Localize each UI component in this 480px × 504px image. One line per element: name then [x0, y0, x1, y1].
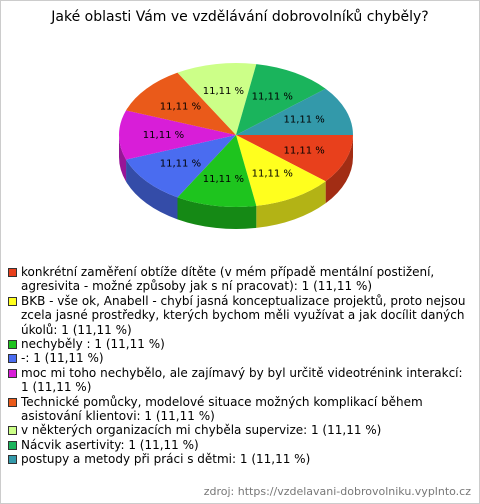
legend-swatch — [8, 296, 17, 306]
legend-swatch — [8, 354, 17, 364]
legend-label: postupy a metody při práci s dětmi: 1 (1… — [21, 452, 311, 467]
value-label: 11,11 % — [284, 115, 325, 126]
legend-item: BKB - vše ok, Anabell - chybí jasná konc… — [8, 294, 470, 337]
legend-item: v některých organizacích mi chyběla supe… — [8, 423, 470, 437]
value-label: 11,11 % — [143, 130, 184, 141]
pie-area: 11,11 %11,11 %11,11 %11,11 %11,11 %11,11… — [119, 63, 353, 230]
slice — [126, 72, 236, 135]
slice-side — [177, 197, 257, 230]
legend-item: konkrétní zaměření obtíže dítěte (v mém … — [8, 265, 470, 294]
slice — [236, 88, 353, 135]
slice-side — [256, 181, 326, 228]
value-label: 11,11 % — [203, 174, 244, 185]
legend-swatch — [8, 340, 17, 350]
legend-label: konkrétní zaměření obtíže dítěte (v mém … — [21, 265, 435, 294]
slice — [236, 135, 353, 182]
slice — [126, 135, 236, 198]
value-label: 11,11 % — [252, 91, 293, 102]
slice-side — [126, 159, 178, 220]
slice — [236, 64, 326, 135]
legend-item: Nácvik asertivity: 1 (11,11 %) — [8, 438, 470, 452]
legend-item: nechyběly : 1 (11,11 %) — [8, 337, 470, 351]
chart-title: Jaké oblasti Vám ve vzdělávání dobrovoln… — [51, 9, 429, 25]
legend-item: Technické pomůcky, modelové situace možn… — [8, 395, 470, 424]
legend-item: -: 1 (11,11 %) — [8, 351, 470, 365]
legend-label: moc mi toho nechybělo, ale zajímavý by b… — [21, 365, 463, 395]
legend-item: postupy a metody při práci s dětmi: 1 (1… — [8, 452, 470, 466]
value-label: 11,11 % — [160, 159, 201, 170]
legend-label: -: 1 (11,11 %) — [21, 351, 104, 366]
legend-label: nechyběly : 1 (11,11 %) — [21, 337, 165, 352]
legend: konkrétní zaměření obtíže dítěte (v mém … — [8, 265, 470, 467]
value-label: 11,11 % — [203, 86, 244, 97]
slice-side — [325, 135, 353, 204]
legend-swatch — [8, 426, 17, 436]
slice — [177, 63, 257, 136]
slice — [119, 110, 236, 160]
value-label: 11,11 % — [284, 145, 325, 156]
slice-side — [119, 135, 127, 182]
legend-label: Technické pomůcky, modelové situace možn… — [21, 394, 423, 424]
value-label: 11,11 % — [252, 169, 293, 180]
legend-swatch — [8, 268, 17, 277]
legend-swatch — [8, 397, 17, 407]
legend-swatch — [8, 455, 17, 465]
legend-swatch — [8, 440, 17, 450]
value-label: 11,11 % — [160, 101, 201, 112]
legend-label: Nácvik asertivity: 1 (11,11 %) — [21, 437, 199, 452]
slice — [177, 135, 257, 207]
legend-label: BKB - vše ok, Anabell - chybí jasná konc… — [21, 293, 466, 337]
legend-item: moc mi toho nechybělo, ale zajímavý by b… — [8, 366, 470, 395]
legend-label: v některých organizacích mi chyběla supe… — [21, 423, 382, 438]
source: zdroj: https://vzdelavani-dobrovolniku.v… — [203, 485, 471, 498]
legend-swatch — [8, 368, 17, 378]
slice — [236, 135, 326, 206]
